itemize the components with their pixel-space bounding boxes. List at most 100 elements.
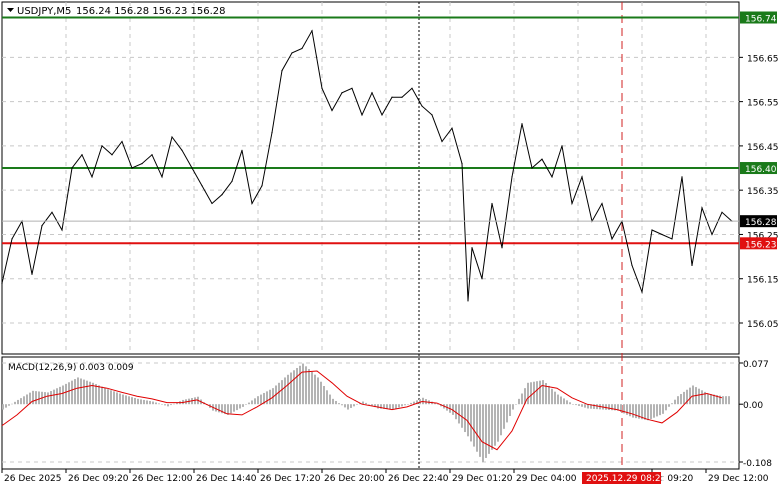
price-point	[381, 114, 383, 116]
macd-bar	[131, 397, 133, 405]
macd-bar	[284, 377, 286, 405]
price-point	[467, 300, 469, 302]
macd-bar	[347, 404, 349, 410]
macd-tick-label: 0.077	[743, 360, 769, 370]
price-panel[interactable]	[1, 1, 740, 355]
macd-bar	[614, 404, 616, 411]
macd-bar	[395, 404, 397, 409]
macd-bar	[644, 404, 646, 420]
macd-bar	[632, 404, 634, 418]
macd-bar	[554, 391, 556, 405]
macd-bar	[689, 387, 691, 405]
macd-bar	[227, 404, 229, 415]
price-point	[571, 202, 573, 205]
macd-bar	[5, 404, 7, 408]
macd-bar	[548, 385, 550, 405]
level-tag-label: 156.23	[745, 240, 777, 250]
macd-bar	[527, 382, 529, 405]
price-point	[691, 264, 693, 267]
macd-bar	[194, 397, 196, 405]
macd-bar	[413, 401, 415, 405]
macd-bar	[365, 402, 367, 405]
level-tags: 156.74 156.40 156.23 156.28	[740, 11, 777, 250]
price-point	[461, 163, 463, 165]
macd-bar	[20, 398, 22, 405]
macd-bar	[710, 394, 712, 405]
macd-bar	[164, 404, 166, 406]
macd-bar	[221, 404, 223, 414]
price-point	[721, 211, 723, 213]
macd-bar	[269, 389, 271, 405]
price-point	[641, 291, 643, 293]
macd-bar	[620, 404, 622, 413]
macd-bar	[86, 380, 88, 405]
macd-bar	[587, 404, 589, 409]
macd-bar	[344, 404, 346, 408]
macd-bar	[296, 368, 298, 405]
macd-bar	[509, 404, 511, 416]
macd-bar	[545, 383, 547, 405]
macd-bar	[272, 388, 274, 405]
price-point	[341, 92, 343, 94]
macd-bar	[704, 391, 706, 405]
macd-bar	[680, 394, 682, 405]
macd-bar	[581, 404, 583, 407]
price-point	[361, 114, 363, 116]
macd-bar	[404, 404, 406, 406]
price-point	[531, 167, 533, 169]
macd-bar	[491, 404, 493, 450]
collapse-triangle-icon[interactable]	[7, 8, 14, 12]
macd-bar	[362, 401, 364, 405]
macd-bar	[47, 392, 49, 405]
price-tick-label: 156.55	[747, 99, 779, 109]
macd-bar	[332, 398, 334, 405]
price-point	[401, 96, 403, 98]
macd-bar	[416, 400, 418, 405]
macd-bar	[473, 404, 475, 447]
time-tick-label: 26 Dec 09:20	[68, 474, 129, 484]
price-point	[581, 176, 583, 178]
price-point	[481, 278, 483, 280]
macd-bar	[155, 402, 157, 405]
macd-bar	[452, 404, 454, 415]
macd-bar	[233, 404, 235, 412]
macd-bar	[290, 372, 292, 405]
price-point	[491, 202, 493, 205]
time-tick-label: ec 09:20	[654, 474, 694, 484]
macd-bar	[65, 383, 67, 405]
macd-bar	[68, 382, 70, 405]
macd-bar	[521, 393, 523, 405]
price-point	[551, 176, 553, 178]
macd-bar	[44, 392, 46, 405]
macd-bar	[299, 365, 301, 405]
macd-bar	[32, 390, 34, 405]
macd-panel[interactable]	[1, 356, 740, 470]
macd-bar	[110, 390, 112, 405]
macd-bar	[176, 402, 178, 405]
macd-bar	[461, 404, 463, 428]
macd-bar	[479, 404, 481, 457]
price-point	[221, 194, 223, 196]
macd-bar	[437, 404, 439, 405]
macd-bar	[389, 404, 391, 410]
time-tick-label: 26 Dec 20:00	[324, 474, 385, 484]
macd-tick-label: -0.108	[743, 459, 772, 469]
price-point	[131, 167, 133, 169]
price-point	[111, 154, 113, 156]
macd-bar	[350, 404, 352, 408]
macd-bar	[293, 370, 295, 405]
macd-bar	[713, 394, 715, 405]
macd-bar	[140, 399, 142, 405]
price-point	[371, 92, 373, 94]
macd-bar	[662, 404, 664, 414]
price-point	[41, 224, 43, 227]
price-point	[411, 87, 413, 89]
macd-bar	[458, 404, 460, 424]
macd-bar	[671, 403, 673, 405]
macd-bar	[557, 394, 559, 405]
level-tag-label: 156.74	[745, 14, 777, 24]
price-point	[161, 176, 163, 178]
macd-bar	[281, 380, 283, 405]
